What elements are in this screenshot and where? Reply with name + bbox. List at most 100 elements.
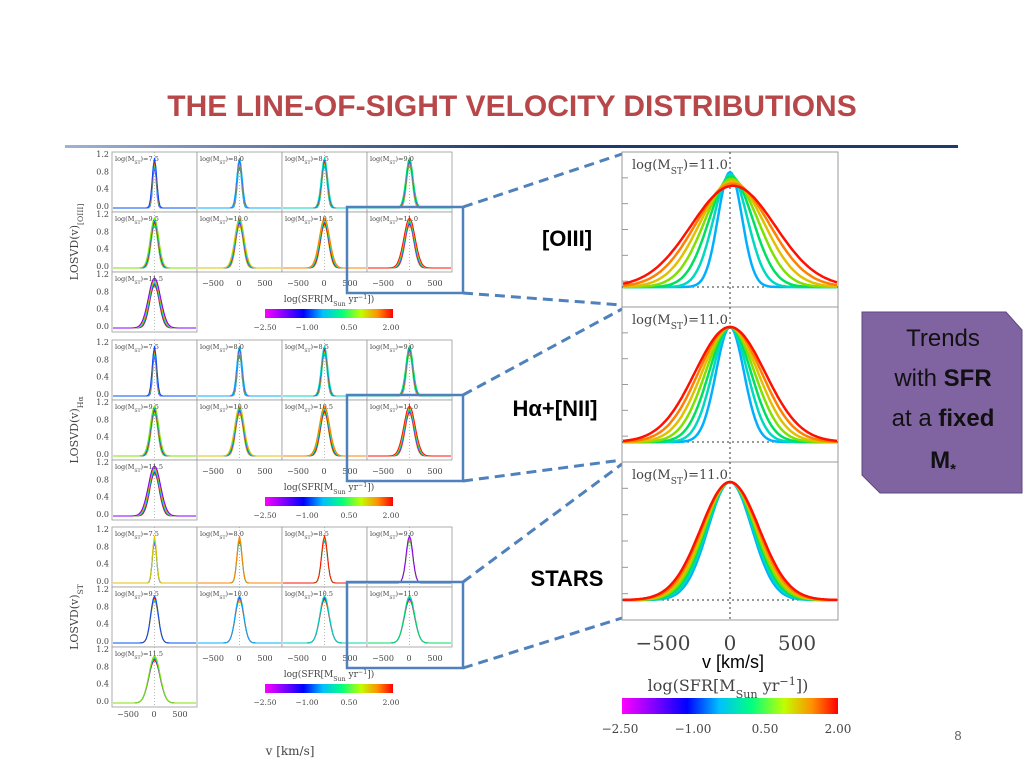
colorbar-label: log(SFR[M [284, 482, 333, 493]
panel-label: log(MST)=7.5 [115, 343, 159, 354]
panel-label: ST [304, 220, 310, 226]
panel-label: log(M [200, 530, 220, 538]
y-tick-label: 0.0 [96, 322, 109, 331]
panel-label: 7.5 [149, 155, 159, 163]
panel-label: log(M [285, 530, 305, 538]
panel-label: log(M [285, 215, 305, 223]
y-tick-label: 0.4 [96, 560, 109, 569]
panel-label: 9.0 [404, 155, 414, 163]
colorbar-tick: 2.00 [383, 698, 400, 707]
panel-label: ST [219, 220, 225, 226]
panel-label: ST [134, 468, 140, 474]
panel-label: 7.5 [149, 343, 159, 351]
panel-label: )= [226, 403, 234, 411]
big-panel-label: ST [671, 477, 683, 487]
panel-label: log(MST)=10.5 [285, 590, 333, 601]
slide-title: THE LINE-OF-SIGHT VELOCITY DISTRIBUTIONS [167, 90, 856, 123]
panel-label: log(MST)=9.5 [115, 215, 159, 226]
callout-text: SFR [944, 365, 992, 392]
big-panel-label: log(M [632, 158, 671, 173]
colorbar-label: Sun [333, 676, 345, 683]
panel-label: 8.5 [319, 155, 329, 163]
callout-text: * [950, 461, 956, 478]
big-panel-label: )=11.0 [683, 468, 728, 483]
y-tick-label: 0.0 [96, 450, 109, 459]
panel-label: log(M [115, 403, 135, 411]
curve [368, 595, 451, 644]
y-tick-label: 0.8 [96, 602, 109, 611]
x-tick-label: 0 [321, 654, 326, 663]
y-tick-label: 0.8 [96, 415, 109, 424]
curve [113, 535, 196, 584]
curve [283, 217, 366, 269]
panel-label: )= [141, 530, 149, 538]
panel-label: log(MST)=8.5 [285, 343, 329, 354]
panel-label: log(MST)=8.0 [200, 155, 244, 166]
panel-label: log(MST)=9.5 [115, 403, 159, 414]
curve [198, 157, 281, 209]
y-tick-label: 0.0 [96, 202, 109, 211]
y-tick-label: 0.4 [96, 185, 109, 194]
panel-label: log(MST)=10.5 [285, 403, 333, 414]
panel-label: log(M [285, 403, 305, 411]
colorbar-label: −1 [358, 294, 367, 301]
panel-label: log(M [285, 590, 305, 598]
curve [198, 345, 281, 397]
panel-label: log(M [115, 650, 135, 658]
curve [198, 217, 281, 269]
panel-label: log(MST)=11.0 [370, 403, 418, 414]
callout-text: M* [930, 447, 956, 478]
curve [283, 405, 366, 457]
panel-label: ST [134, 348, 140, 354]
y-tick-label: 1.2 [96, 270, 109, 279]
panel-label: ST [304, 535, 310, 541]
y-tick-label: 0.0 [96, 697, 109, 706]
curve [113, 594, 196, 644]
panel-label: log(M [115, 590, 135, 598]
panel-label: 8.0 [234, 155, 244, 163]
colorbar-tick: 2.00 [383, 511, 400, 520]
callout-text: at a [892, 405, 939, 432]
panel-label: ST [134, 408, 140, 414]
panel-label: log(MST)=10.5 [285, 215, 333, 226]
panel-label: ST [219, 595, 225, 601]
page-number: 8 [954, 728, 961, 743]
zoom-line [462, 616, 623, 670]
panel-label: log(M [370, 530, 390, 538]
panel-label: ST [389, 408, 395, 414]
colorbar-label: log(SFR[M [284, 669, 333, 680]
colorbar-label: ]) [367, 294, 374, 305]
panel-label: 9.0 [404, 343, 414, 351]
colorbar-tick: 2.00 [383, 323, 400, 332]
panel-label: log(MST)=10.0 [200, 403, 248, 414]
panel-label: log(M [200, 155, 220, 163]
panel-label: log(M [200, 343, 220, 351]
panel-label: log(M [200, 215, 220, 223]
y-tick-label: 0.0 [96, 262, 109, 271]
zoom-box [345, 205, 465, 295]
panel-label: ST [304, 408, 310, 414]
y-tick-label: 0.0 [96, 510, 109, 519]
panel-label: )= [141, 343, 149, 351]
y-axis-label: Hα [76, 396, 85, 408]
colorbar [622, 698, 838, 714]
colorbar [265, 309, 393, 318]
y-tick-label: 0.8 [96, 287, 109, 296]
x-tick-label: 500 [257, 279, 272, 288]
y-tick-label: 1.2 [96, 645, 109, 654]
zoom-line [462, 307, 623, 397]
y-tick-label: 0.4 [96, 305, 109, 314]
colorbar-label: −1 [358, 669, 367, 676]
big-panel-label: ST [671, 322, 683, 332]
y-tick-label: 0.0 [96, 577, 109, 586]
curve [622, 184, 838, 285]
y-tick-label: 0.8 [96, 475, 109, 484]
row-label: [OIII] [542, 226, 592, 251]
panel-label: 9.5 [149, 590, 159, 598]
y-axis-label: LOSVD(v) [68, 408, 81, 463]
y-axis-label: LOSVD(v) [68, 225, 81, 280]
panel-label: )= [396, 403, 404, 411]
big-panel-label: log(M [632, 468, 671, 483]
panel-label: )= [141, 215, 149, 223]
zoom-line [462, 462, 623, 584]
